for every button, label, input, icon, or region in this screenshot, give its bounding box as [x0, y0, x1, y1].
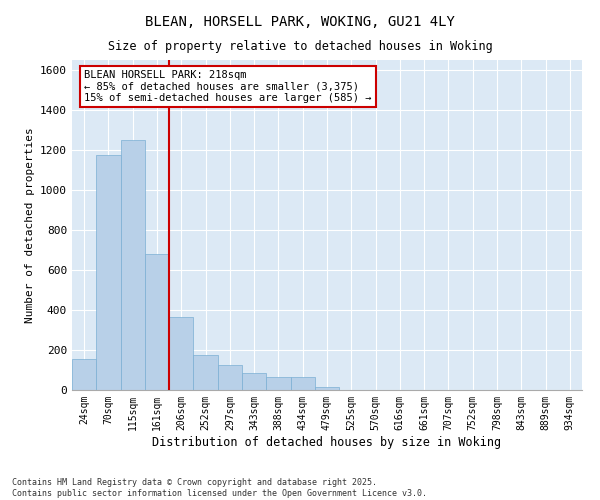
Bar [242, 373, 266, 390]
Bar [193, 355, 218, 390]
Bar [266, 377, 290, 390]
Bar [169, 317, 193, 390]
Bar [96, 155, 121, 390]
Text: BLEAN, HORSELL PARK, WOKING, GU21 4LY: BLEAN, HORSELL PARK, WOKING, GU21 4LY [145, 15, 455, 29]
Bar [145, 254, 169, 390]
Text: Contains HM Land Registry data © Crown copyright and database right 2025.
Contai: Contains HM Land Registry data © Crown c… [12, 478, 427, 498]
Y-axis label: Number of detached properties: Number of detached properties [25, 127, 35, 323]
Text: BLEAN HORSELL PARK: 218sqm
← 85% of detached houses are smaller (3,375)
15% of s: BLEAN HORSELL PARK: 218sqm ← 85% of deta… [85, 70, 372, 103]
Bar [121, 140, 145, 390]
Bar [290, 377, 315, 390]
X-axis label: Distribution of detached houses by size in Woking: Distribution of detached houses by size … [152, 436, 502, 448]
Bar [72, 359, 96, 390]
Bar [315, 387, 339, 390]
Text: Size of property relative to detached houses in Woking: Size of property relative to detached ho… [107, 40, 493, 53]
Bar [218, 365, 242, 390]
